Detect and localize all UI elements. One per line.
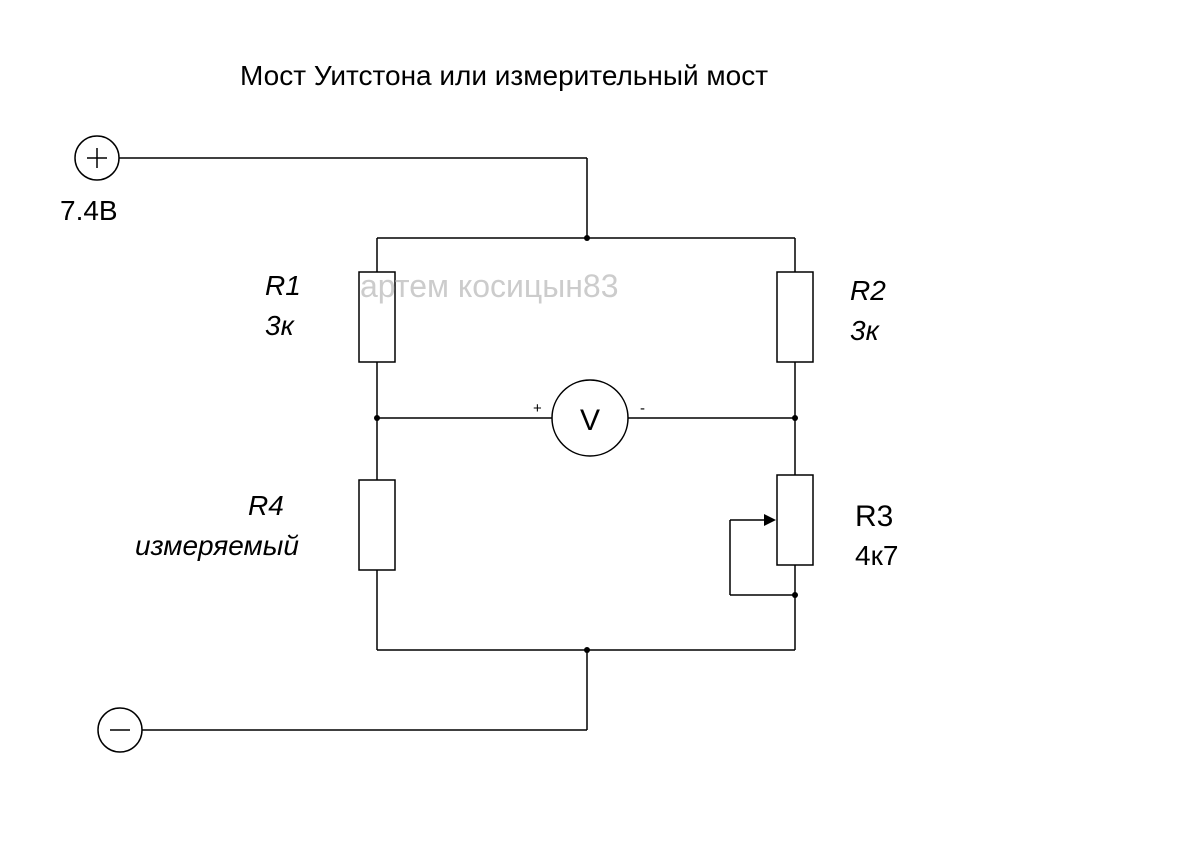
- r3-name: R3: [855, 500, 893, 534]
- voltmeter-minus: -: [640, 400, 645, 417]
- arrow-head-icon: [764, 514, 776, 526]
- r3-value: 4к7: [855, 540, 898, 572]
- r1-name: R1: [265, 270, 301, 302]
- r4-name: R4: [248, 490, 284, 522]
- r2-value: 3к: [850, 315, 879, 347]
- circuit-diagram: V + -: [0, 0, 1200, 848]
- resistor-r2: [777, 272, 813, 362]
- watermark-text: артем косицын83: [360, 268, 619, 305]
- voltage-label: 7.4В: [60, 195, 118, 227]
- voltmeter-plus: +: [533, 400, 542, 417]
- voltmeter-symbol: V: [580, 404, 600, 437]
- node: [584, 235, 590, 241]
- potentiometer-r3: [777, 475, 813, 565]
- r2-name: R2: [850, 275, 886, 307]
- r4-value: измеряемый: [135, 530, 299, 562]
- r1-value: 3к: [265, 310, 294, 342]
- diagram-title: Мост Уитстона или измерительный мост: [240, 60, 768, 92]
- resistor-r4: [359, 480, 395, 570]
